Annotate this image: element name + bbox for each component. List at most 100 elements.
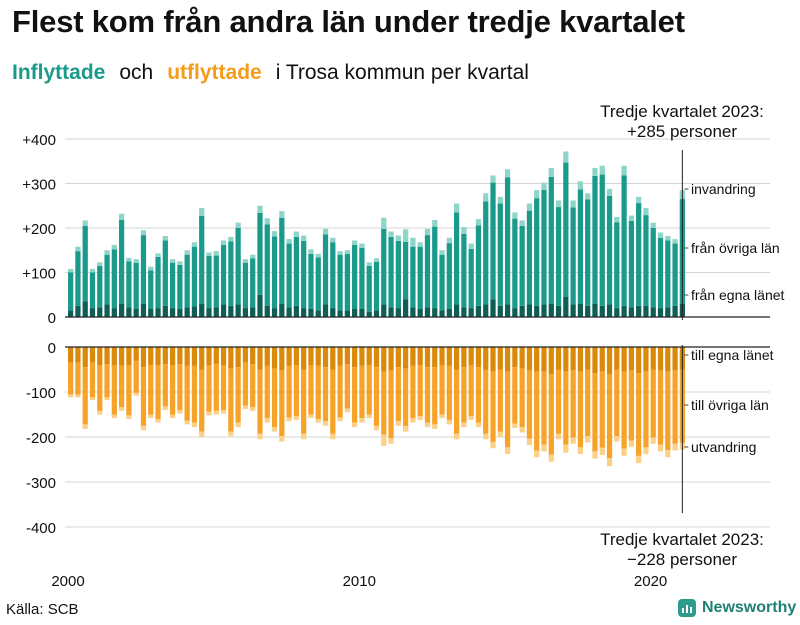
bar-in-egna-lanet <box>97 307 103 317</box>
bar-out-ovriga-lan <box>118 365 125 408</box>
bar-in-ovriga-lan <box>293 236 300 306</box>
bar-out-egna-lanet <box>315 347 321 366</box>
bar-in-ovriga-lan <box>628 220 635 308</box>
bar-out-ovriga-lan <box>89 362 96 398</box>
bar-out-ovriga-lan <box>169 365 176 415</box>
bar-in-invandring <box>250 254 256 259</box>
bar-out-utvandring <box>519 427 525 433</box>
bar-out-egna-lanet <box>403 347 409 369</box>
bar-out-ovriga-lan <box>301 369 307 434</box>
bar-out-ovriga-lan <box>213 364 219 411</box>
bar-out-egna-lanet <box>111 347 117 365</box>
bar-in-ovriga-lan <box>308 253 314 309</box>
bar-in-egna-lanet <box>228 305 234 317</box>
y-tick-label-top: 0 <box>48 310 56 327</box>
bar-out-utvandring <box>301 433 307 440</box>
bar-in-invandring <box>191 242 198 247</box>
bar-out-ovriga-lan <box>148 365 154 415</box>
bar-in-egna-lanet <box>337 310 343 317</box>
bar-out-ovriga-lan <box>235 367 241 423</box>
bar-out-utvandring <box>191 422 198 428</box>
bar-out-egna-lanet <box>388 347 394 371</box>
bar-in-egna-lanet <box>453 304 460 317</box>
bar-in-ovriga-lan <box>366 265 372 312</box>
bar-out-egna-lanet <box>417 347 423 365</box>
bar-out-utvandring <box>504 447 511 455</box>
annotation-top-line2: +285 personer <box>627 122 737 141</box>
bar-out-egna-lanet <box>650 347 656 370</box>
bar-out-utvandring <box>526 438 533 446</box>
bar-out-egna-lanet <box>322 347 329 368</box>
bar-in-invandring <box>111 244 117 250</box>
bar-out-ovriga-lan <box>315 365 321 419</box>
bar-out-ovriga-lan <box>352 367 358 423</box>
bar-out-ovriga-lan <box>75 362 81 395</box>
bar-out-ovriga-lan <box>206 365 212 412</box>
bar-in-ovriga-lan <box>250 258 256 308</box>
bar-out-ovriga-lan <box>82 367 88 425</box>
bar-out-utvandring <box>315 419 321 423</box>
labels: 0 +100 +200 +300 +400 0 -100 -200 -300 -400 Tredje… <box>22 102 784 590</box>
bar-out-utvandring <box>177 410 183 414</box>
bar-in-invandring <box>366 262 372 266</box>
bar-in-egna-lanet <box>548 303 554 317</box>
bar-out-ovriga-lan <box>650 369 656 438</box>
bar-in-egna-lanet <box>242 308 249 317</box>
bar-out-egna-lanet <box>177 347 183 365</box>
bar-out-utvandring <box>636 455 642 464</box>
bar-out-egna-lanet <box>366 347 372 365</box>
bar-in-egna-lanet <box>432 308 438 317</box>
bar-out-egna-lanet <box>126 347 132 365</box>
bar-out-utvandring <box>650 437 656 444</box>
bar-out-utvandring <box>388 438 394 444</box>
bar-out-egna-lanet <box>359 347 365 366</box>
bar-out-egna-lanet <box>657 347 664 371</box>
chart-subtitle: Inflyttade och utflyttade i Trosa kommun pe… <box>12 61 529 85</box>
subtitle-utflyttade: utflyttade <box>167 61 262 84</box>
bar-out-egna-lanet <box>541 347 547 372</box>
bar-in-egna-lanet <box>519 305 525 317</box>
bar-in-egna-lanet <box>650 307 656 317</box>
bar-out-ovriga-lan <box>293 365 300 417</box>
bar-in-ovriga-lan <box>191 246 198 307</box>
bar-out-ovriga-lan <box>563 371 569 445</box>
bar-in-egna-lanet <box>118 303 125 317</box>
bar-in-egna-lanet <box>133 308 139 317</box>
bar-in-egna-lanet <box>475 305 482 317</box>
bar-out-ovriga-lan <box>657 370 664 445</box>
bar-in-ovriga-lan <box>665 240 671 308</box>
bar-out-egna-lanet <box>497 347 503 370</box>
x-tick-label-2000: 2000 <box>51 573 84 590</box>
series-label-ovriga_in: från övriga län <box>691 240 780 256</box>
bar-in-invandring <box>337 251 343 255</box>
bar-out-utvandring <box>75 394 81 398</box>
bar-out-utvandring <box>381 434 387 446</box>
bar-in-egna-lanet <box>403 299 409 317</box>
bar-in-ovriga-lan <box>636 203 642 306</box>
bar-in-invandring <box>585 193 591 200</box>
bar-out-ovriga-lan <box>155 365 161 419</box>
bar-out-utvandring <box>410 418 416 423</box>
axes <box>65 150 770 513</box>
bar-out-egna-lanet <box>75 347 81 363</box>
bar-out-utvandring <box>461 422 467 428</box>
bar-in-egna-lanet <box>155 308 161 317</box>
y-tick-label-bottom: 0 <box>48 340 56 357</box>
bar-out-ovriga-lan <box>344 364 350 409</box>
bar-in-ovriga-lan <box>140 235 147 304</box>
bar-out-egna-lanet <box>424 347 431 368</box>
bar-out-egna-lanet <box>606 347 613 374</box>
bar-out-egna-lanet <box>621 347 627 372</box>
bar-in-invandring <box>548 167 554 177</box>
bar-in-ovriga-lan <box>213 255 219 308</box>
bar-in-invandring <box>126 257 132 262</box>
bar-out-utvandring <box>213 410 219 415</box>
bar-in-egna-lanet <box>512 308 518 317</box>
bar-out-utvandring <box>148 414 154 419</box>
bar-in-egna-lanet <box>184 307 190 317</box>
bar-in-ovriga-lan <box>155 256 161 309</box>
bar-in-egna-lanet <box>672 305 678 317</box>
bar-out-utvandring <box>293 416 300 420</box>
bar-in-egna-lanet <box>301 308 307 317</box>
bar-in-invandring <box>665 236 671 241</box>
